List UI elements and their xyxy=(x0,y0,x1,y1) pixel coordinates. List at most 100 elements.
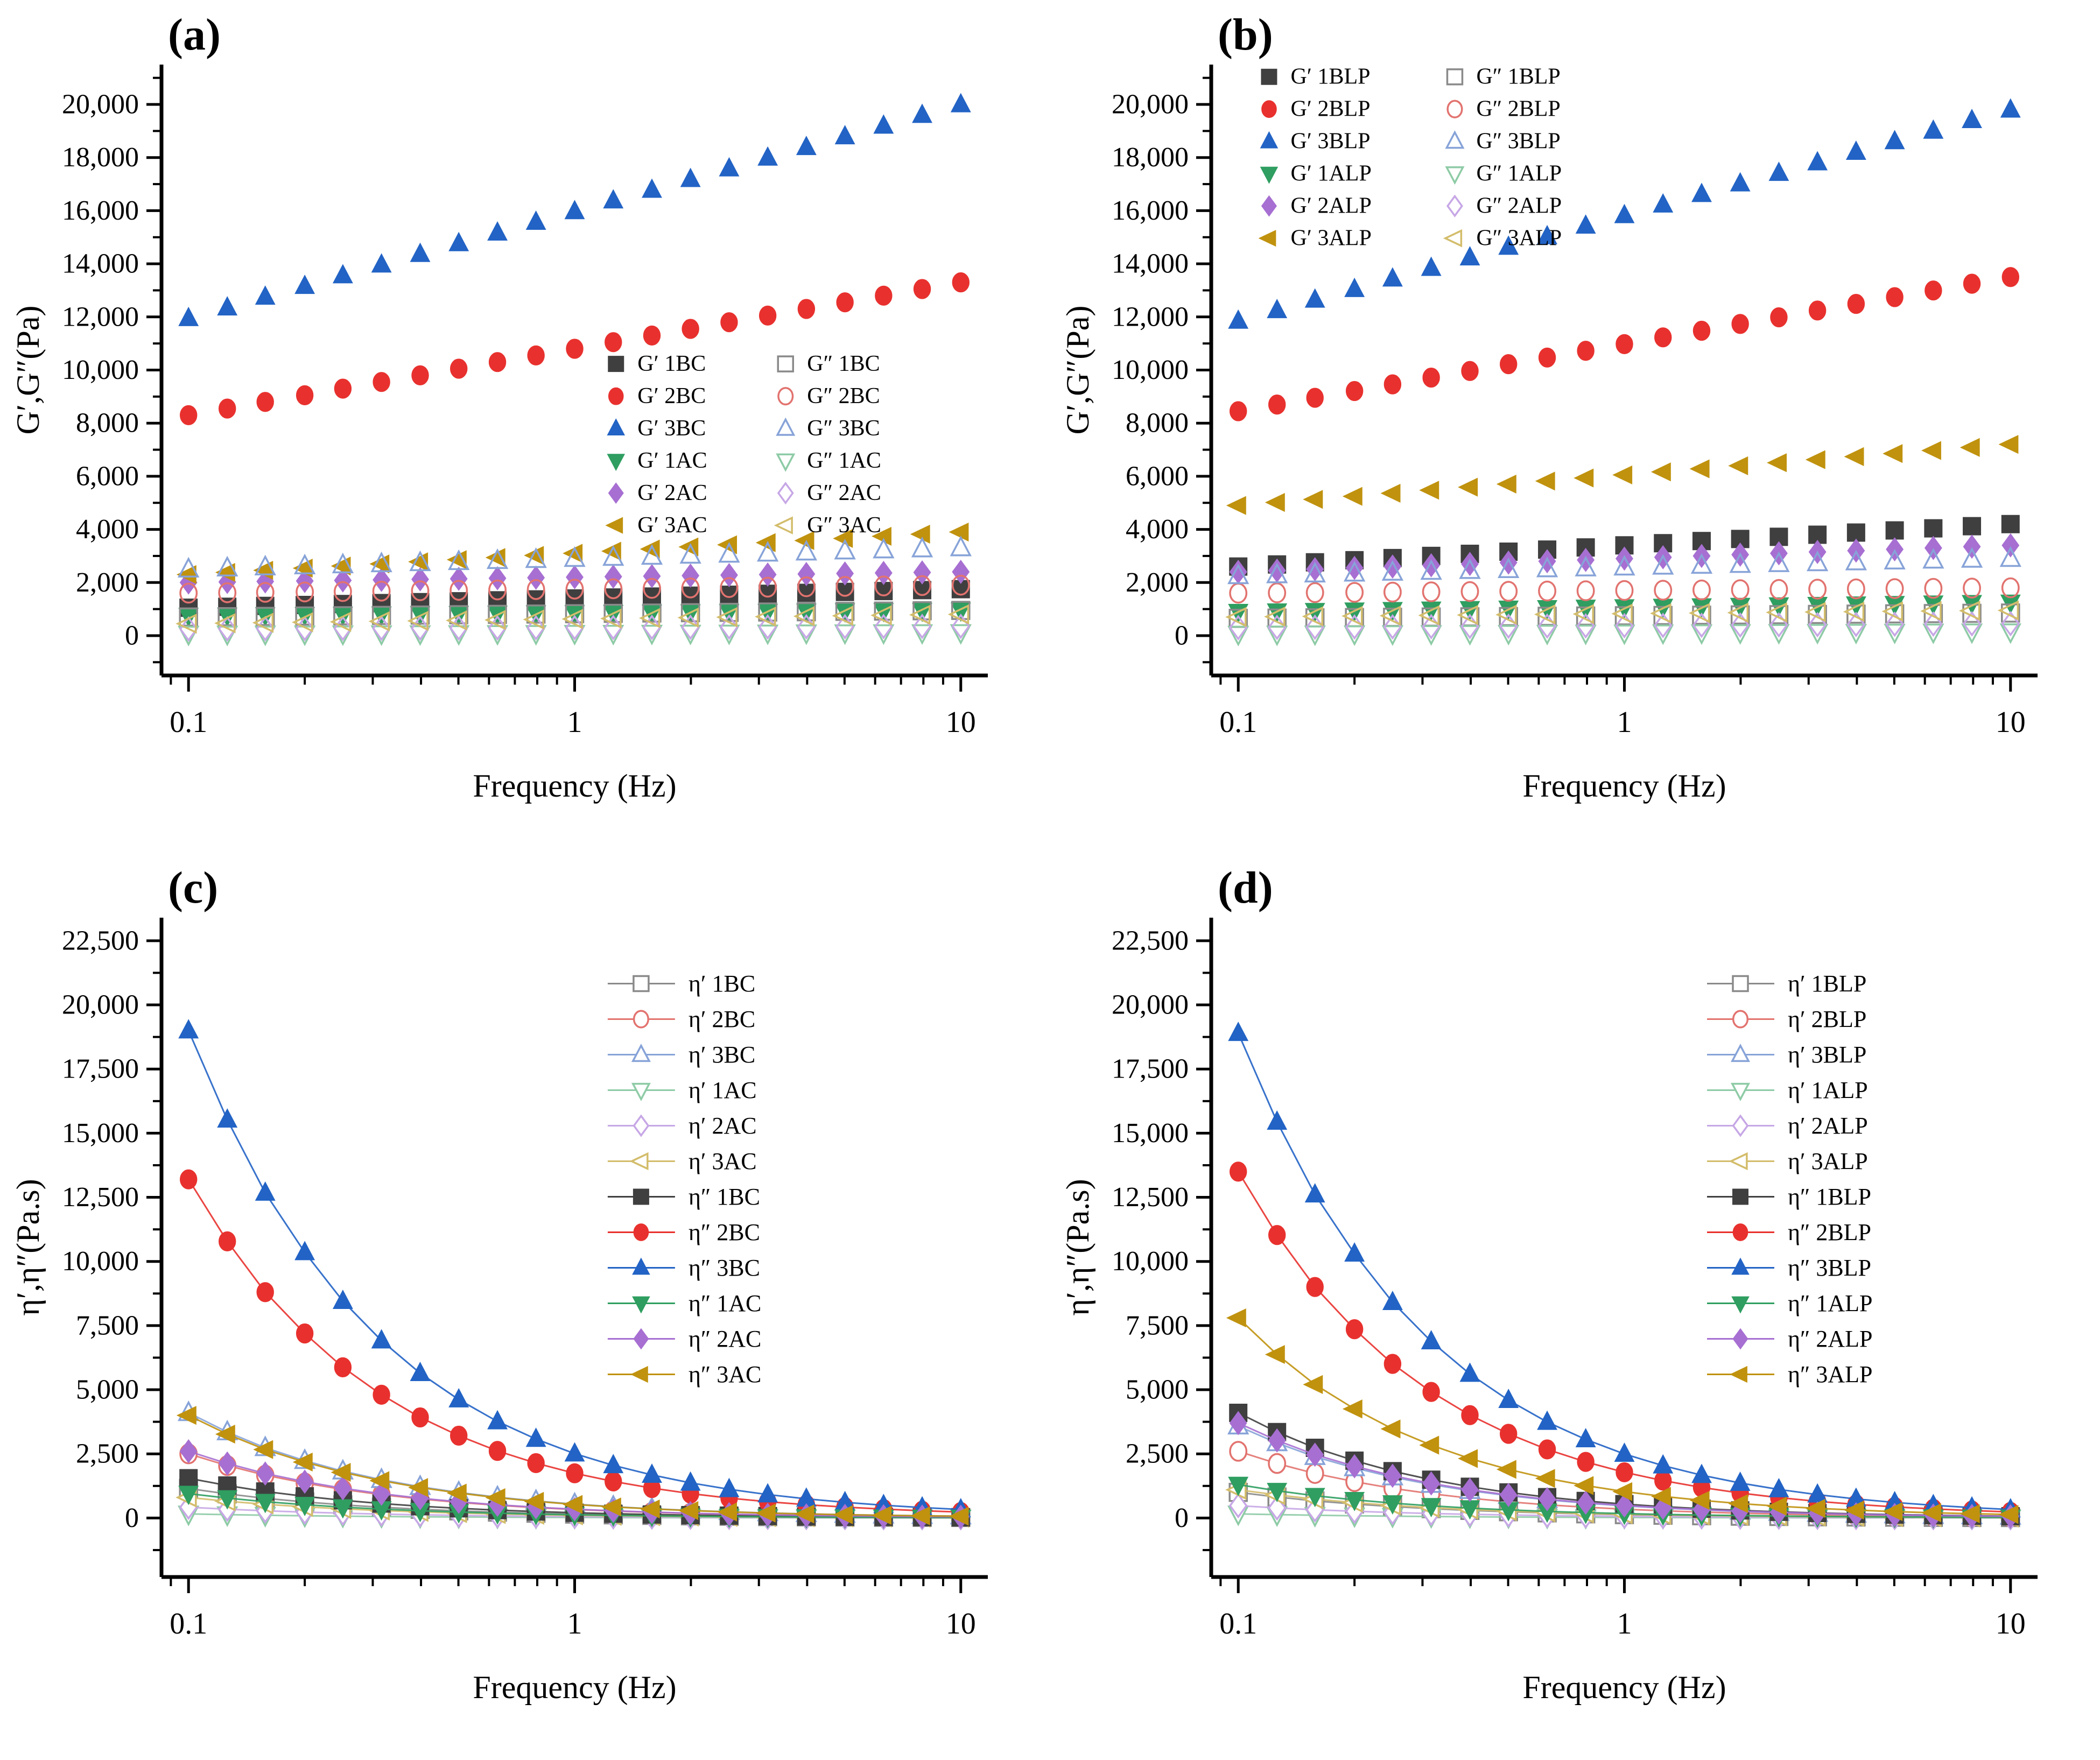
data-point-marker xyxy=(1383,1354,1402,1374)
y-tick-label: 15,000 xyxy=(1112,1118,1189,1149)
data-point-marker xyxy=(255,1181,276,1201)
data-point-marker xyxy=(1923,611,1943,637)
legend-label: G′ 2BLP xyxy=(1290,97,1370,122)
legend-label: η′ 2BLP xyxy=(1788,1006,1866,1032)
legend-label: η′ 2BC xyxy=(689,1006,755,1032)
data-point-marker xyxy=(1652,624,1674,645)
axes: 0 2,500 5,000 7,500 10,000 12,500 15,000 17,500… xyxy=(10,918,988,1705)
data-point-marker xyxy=(608,356,624,372)
data-point-marker xyxy=(874,561,893,586)
y-tick-label: 2,500 xyxy=(76,1439,139,1469)
data-point-marker xyxy=(256,582,275,603)
legend-item: G′ 2BLP xyxy=(1261,97,1370,122)
y-axis-title: G′,G″(Pa) xyxy=(1060,306,1095,435)
legend-item: η″ 2BC xyxy=(607,1219,760,1245)
data-point-marker xyxy=(1730,172,1751,192)
data-point-marker xyxy=(1962,109,1982,128)
data-point-marker xyxy=(1268,582,1287,603)
data-point-marker xyxy=(525,210,546,230)
data-point-marker xyxy=(449,615,468,641)
panel-b: 0 2,000 4,000 6,000 8,000 10,000 12,000 14,000 1… xyxy=(1050,3,2100,845)
data-point-marker xyxy=(1260,166,1279,184)
data-point-marker xyxy=(294,1497,315,1517)
data-point-marker xyxy=(834,125,855,145)
data-point-marker xyxy=(219,398,236,419)
data-point-marker xyxy=(1731,1296,1750,1314)
data-point-marker xyxy=(1536,557,1558,578)
data-point-marker xyxy=(1535,1469,1555,1488)
data-point-marker xyxy=(1961,547,1983,568)
data-point-marker xyxy=(679,624,701,646)
data-point-marker xyxy=(1499,1424,1518,1444)
data-point-marker xyxy=(1614,1442,1635,1462)
panel-letter: (d) xyxy=(1218,863,1273,913)
data-point-marker xyxy=(373,372,390,392)
data-point-marker xyxy=(1959,1504,1980,1523)
data-point-marker xyxy=(1958,600,1980,621)
data-point-marker xyxy=(1268,1225,1286,1245)
data-point-marker xyxy=(1344,1242,1365,1262)
legend-item: G″ 3BLP xyxy=(1445,129,1561,154)
data-point-marker xyxy=(488,566,507,590)
data-point-marker xyxy=(1768,551,1790,572)
data-point-marker xyxy=(757,146,778,166)
data-point-marker xyxy=(640,1499,660,1519)
data-point-marker xyxy=(179,607,198,627)
legend-item: G″ 2ALP xyxy=(1446,194,1562,219)
data-point-marker xyxy=(565,579,584,600)
data-point-marker xyxy=(1304,1183,1325,1203)
legend-label: G′ 2BC xyxy=(637,384,706,409)
data-point-marker xyxy=(832,606,853,626)
data-point-marker xyxy=(1959,438,1980,457)
legend-item: η′ 2ALP xyxy=(1707,1113,1868,1139)
data-point-marker xyxy=(1268,1428,1286,1453)
data-point-marker xyxy=(1961,623,1983,644)
data-point-marker xyxy=(872,1505,891,1525)
y-tick-label: 17,500 xyxy=(1112,1054,1189,1085)
data-point-marker xyxy=(1845,140,1866,160)
data-point-marker xyxy=(1805,1498,1825,1518)
data-point-marker xyxy=(1731,314,1749,334)
data-point-marker xyxy=(1650,1487,1671,1506)
data-point-marker xyxy=(1461,361,1479,381)
data-point-marker xyxy=(1729,1152,1748,1171)
data-point-marker xyxy=(2000,98,2021,118)
data-point-marker xyxy=(1885,578,1904,599)
data-point-marker xyxy=(214,613,236,633)
data-point-marker xyxy=(217,1108,238,1128)
data-point-marker xyxy=(1227,625,1249,646)
legend-item: G″ 1BLP xyxy=(1446,65,1561,89)
data-point-marker xyxy=(178,625,200,646)
data-point-marker xyxy=(642,603,662,623)
legend-label: η′ 3BC xyxy=(689,1041,755,1068)
y-tick-label: 14,000 xyxy=(62,249,139,279)
data-point-marker xyxy=(796,136,817,156)
data-point-marker xyxy=(411,615,430,641)
data-point-marker xyxy=(1446,194,1463,217)
legend-item: η′ 1BC xyxy=(607,970,755,997)
legend-item: η′ 2BC xyxy=(607,1006,755,1032)
data-point-marker xyxy=(911,537,933,558)
legend-item: η″ 2AC xyxy=(607,1326,761,1352)
panel-a-chart: 0 2,000 4,000 6,000 8,000 10,000 12,000 14,000 1… xyxy=(10,10,988,804)
data-point-marker xyxy=(1344,1491,1365,1511)
legend-label: η″ 1AC xyxy=(689,1290,761,1317)
legend-label: η′ 3ALP xyxy=(1788,1148,1868,1174)
data-point-marker xyxy=(1498,557,1520,579)
data-point-marker xyxy=(1924,578,1943,599)
data-point-marker xyxy=(1730,1365,1747,1383)
data-point-marker xyxy=(1422,1382,1440,1402)
data-point-marker xyxy=(836,292,854,313)
data-point-marker xyxy=(178,1019,199,1039)
data-point-marker xyxy=(1614,203,1635,223)
x-tick-label: 1 xyxy=(567,1607,582,1641)
data-point-marker xyxy=(755,607,776,627)
data-point-marker xyxy=(633,1328,649,1350)
data-point-marker xyxy=(411,580,430,601)
data-point-marker xyxy=(488,604,507,624)
data-point-marker xyxy=(911,624,933,645)
data-point-marker xyxy=(600,608,622,629)
data-point-marker xyxy=(720,614,739,640)
data-point-marker xyxy=(1883,1502,1903,1522)
legend-label: G″ 2AC xyxy=(807,481,881,505)
